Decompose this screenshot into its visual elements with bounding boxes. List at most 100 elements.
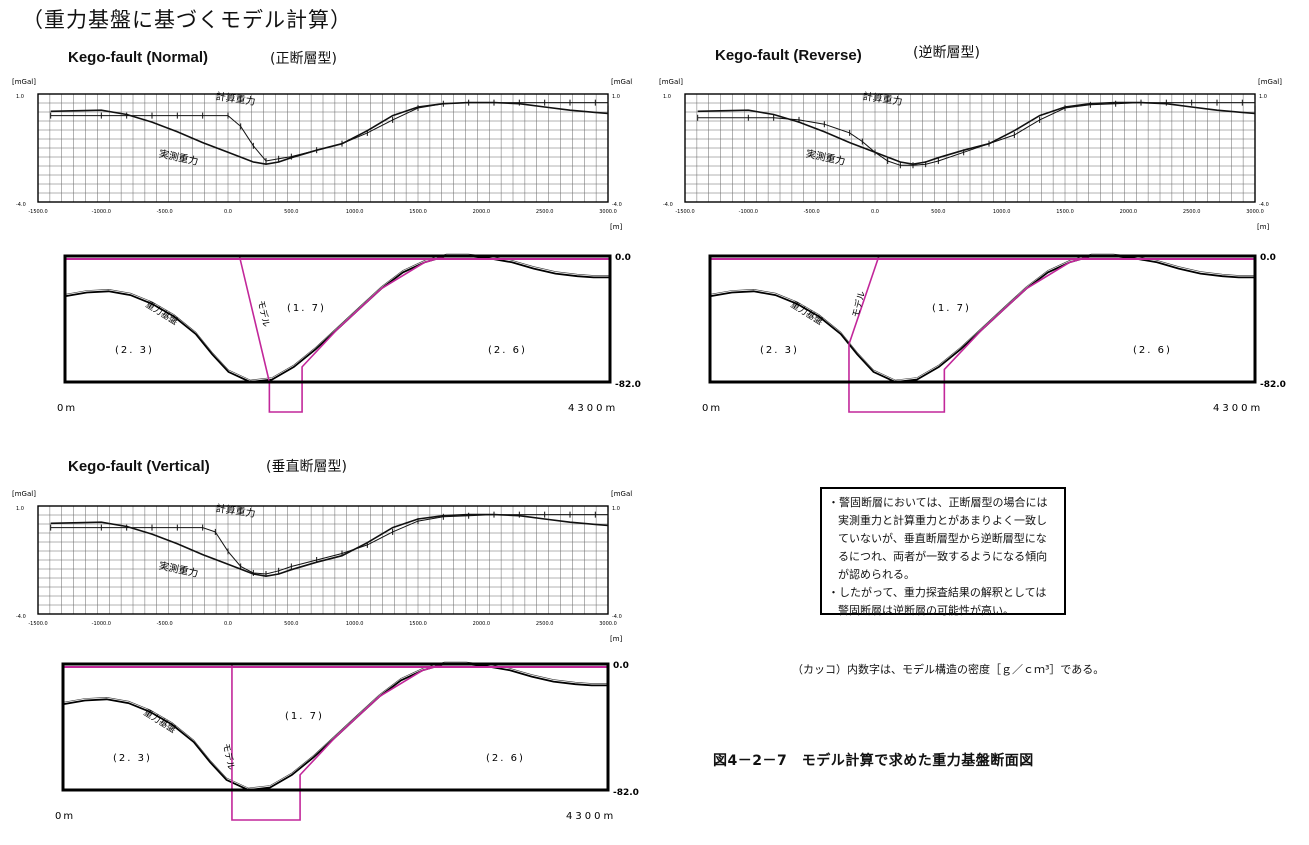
y-tick-label: -4.0 bbox=[1259, 202, 1269, 208]
y-tick-label: -4.0 bbox=[663, 202, 673, 208]
x-axis-unit-label: [m] bbox=[610, 635, 623, 643]
x-tick-label: -1000.0 bbox=[739, 209, 758, 215]
x-tick-label: 1000.0 bbox=[993, 209, 1011, 215]
basement-curve bbox=[62, 663, 608, 791]
y-axis-unit-label: [mGal] bbox=[1258, 78, 1282, 86]
x-tick-label: -1500.0 bbox=[675, 209, 694, 215]
x-tick-label: -500.0 bbox=[157, 209, 173, 215]
x-tick-label: 2000.0 bbox=[473, 621, 491, 627]
depth-bottom-label: -82.0 bbox=[1260, 380, 1286, 390]
x-tick-label: -500.0 bbox=[804, 209, 820, 215]
density-label: (2. 6) bbox=[486, 753, 525, 764]
note-line: が認められる。 bbox=[838, 568, 915, 581]
density-label: (1. 7) bbox=[285, 711, 324, 722]
distance-right-label: 4300m bbox=[568, 403, 618, 414]
x-tick-label: 1500.0 bbox=[409, 209, 427, 215]
panel-subtitle: (正断層型) bbox=[270, 51, 337, 67]
depth-top-label: 0.0 bbox=[615, 253, 631, 263]
note-line: るにつれ、両者が一致するようになる傾向 bbox=[838, 550, 1048, 563]
x-tick-label: 0.0 bbox=[224, 209, 232, 215]
x-tick-label: 1000.0 bbox=[346, 621, 364, 627]
x-tick-label: -500.0 bbox=[157, 621, 173, 627]
distance-right-label: 4300m bbox=[566, 811, 616, 822]
gravity-chart-vertical: [mGal] [mGal]1.0-4.01.0-4.0-1500.0 -1000.0… bbox=[12, 490, 633, 643]
density-label: (1. 7) bbox=[287, 303, 326, 314]
distance-left-label: 0m bbox=[57, 403, 77, 414]
x-tick-label: 2000.0 bbox=[1120, 209, 1138, 215]
observed-gravity-line bbox=[697, 101, 1256, 166]
note-line: ていないが、垂直断層型から逆断層型にな bbox=[838, 532, 1047, 545]
basement-label: 重力基盤 bbox=[143, 298, 180, 327]
basement-curve bbox=[64, 255, 610, 383]
y-tick-label: -4.0 bbox=[16, 614, 26, 620]
y-tick-label: -4.0 bbox=[612, 614, 622, 620]
basement-curve-outline bbox=[62, 661, 608, 789]
gravity-chart-reverse: [mGal] [mGal]1.0-4.01.0-4.0-1500.0 -1000.0… bbox=[659, 78, 1282, 231]
calculated-gravity-line bbox=[50, 514, 608, 575]
distance-left-label: 0m bbox=[702, 403, 722, 414]
model-label: モデル bbox=[220, 742, 237, 771]
section-frame bbox=[61, 662, 610, 792]
x-tick-label: 2500.0 bbox=[536, 621, 554, 627]
distance-right-label: 4300m bbox=[1213, 403, 1263, 414]
basement-curve-outline bbox=[64, 253, 610, 381]
density-label: (2. 3) bbox=[115, 345, 154, 356]
calculated-gravity-line bbox=[50, 102, 608, 162]
panel-subtitle: (垂直断層型) bbox=[266, 459, 347, 475]
plot-frame bbox=[684, 93, 1256, 203]
y-axis-unit-label: [mGal] bbox=[12, 490, 36, 498]
x-tick-label: 0.0 bbox=[871, 209, 879, 215]
distance-left-label: 0m bbox=[55, 811, 75, 822]
section-chart-normal: 0.0 -82.0 0m 4300m (2. 3) (1. 7) (2. 6) 重力基盤 モデル bbox=[57, 253, 641, 414]
basement-label: 重力基盤 bbox=[788, 298, 825, 327]
y-tick-label: 1.0 bbox=[16, 506, 24, 512]
interpretation-note: ・警固断層においては、正断層型の場合には 実測重力と計算重力とがあまりよく一致し… bbox=[820, 487, 1066, 617]
x-tick-label: 1500.0 bbox=[409, 621, 427, 627]
observed-gravity-line bbox=[50, 513, 609, 578]
basement-label: 重力基盤 bbox=[141, 706, 178, 735]
panel-title: Kego-fault (Reverse) bbox=[715, 47, 862, 64]
model-label: モデル bbox=[255, 299, 272, 328]
density-label: (1. 7) bbox=[932, 303, 971, 314]
series-label-calculated: 計算重力 bbox=[215, 89, 256, 107]
x-tick-label: 2500.0 bbox=[1183, 209, 1201, 215]
x-tick-label: -1500.0 bbox=[28, 621, 47, 627]
x-axis-unit-label: [m] bbox=[1257, 223, 1270, 231]
page-title: （重力基盤に基づくモデル計算） bbox=[22, 8, 352, 32]
note-line: ・警固断層においては、正断層型の場合には bbox=[828, 496, 1048, 509]
series-label-observed: 実測重力 bbox=[805, 147, 847, 168]
x-tick-label: 500.0 bbox=[931, 209, 945, 215]
depth-bottom-label: -82.0 bbox=[615, 380, 641, 390]
section-frame bbox=[63, 254, 612, 384]
density-label: (2. 3) bbox=[113, 753, 152, 764]
panel-title: Kego-fault (Normal) bbox=[68, 49, 208, 66]
y-axis-unit-label: [mGal] bbox=[659, 78, 683, 86]
y-tick-label: 1.0 bbox=[612, 94, 620, 100]
x-tick-label: -1000.0 bbox=[92, 209, 111, 215]
depth-top-label: 0.0 bbox=[613, 661, 629, 671]
basement-curve bbox=[709, 255, 1255, 383]
x-tick-label: 3000.0 bbox=[599, 209, 617, 215]
fault-model-outline bbox=[848, 255, 1092, 413]
x-tick-label: 2000.0 bbox=[473, 209, 491, 215]
x-tick-label: 500.0 bbox=[284, 209, 298, 215]
density-label: (2. 6) bbox=[1133, 345, 1172, 356]
y-axis-unit-label: [mGal] bbox=[611, 78, 633, 86]
panel-title: Kego-fault (Vertical) bbox=[68, 458, 210, 475]
y-tick-label: 1.0 bbox=[663, 94, 671, 100]
fault-model-outline bbox=[238, 255, 447, 413]
x-axis-unit-label: [m] bbox=[610, 223, 623, 231]
calculated-gravity-line bbox=[697, 102, 1255, 166]
y-axis-unit-label: [mGal] bbox=[12, 78, 36, 86]
figure-caption: 図4－2－7 モデル計算で求めた重力基盤断面図 bbox=[713, 753, 1034, 769]
y-tick-label: 1.0 bbox=[612, 506, 620, 512]
y-tick-label: 1.0 bbox=[1259, 94, 1267, 100]
depth-top-label: 0.0 bbox=[1260, 253, 1276, 263]
series-label-observed: 実測重力 bbox=[158, 147, 200, 168]
x-tick-label: 1500.0 bbox=[1056, 209, 1074, 215]
x-tick-label: 500.0 bbox=[284, 621, 298, 627]
series-label-calculated: 計算重力 bbox=[862, 89, 903, 107]
y-axis-unit-label: [mGal] bbox=[611, 490, 633, 498]
series-label-observed: 実測重力 bbox=[158, 559, 200, 580]
